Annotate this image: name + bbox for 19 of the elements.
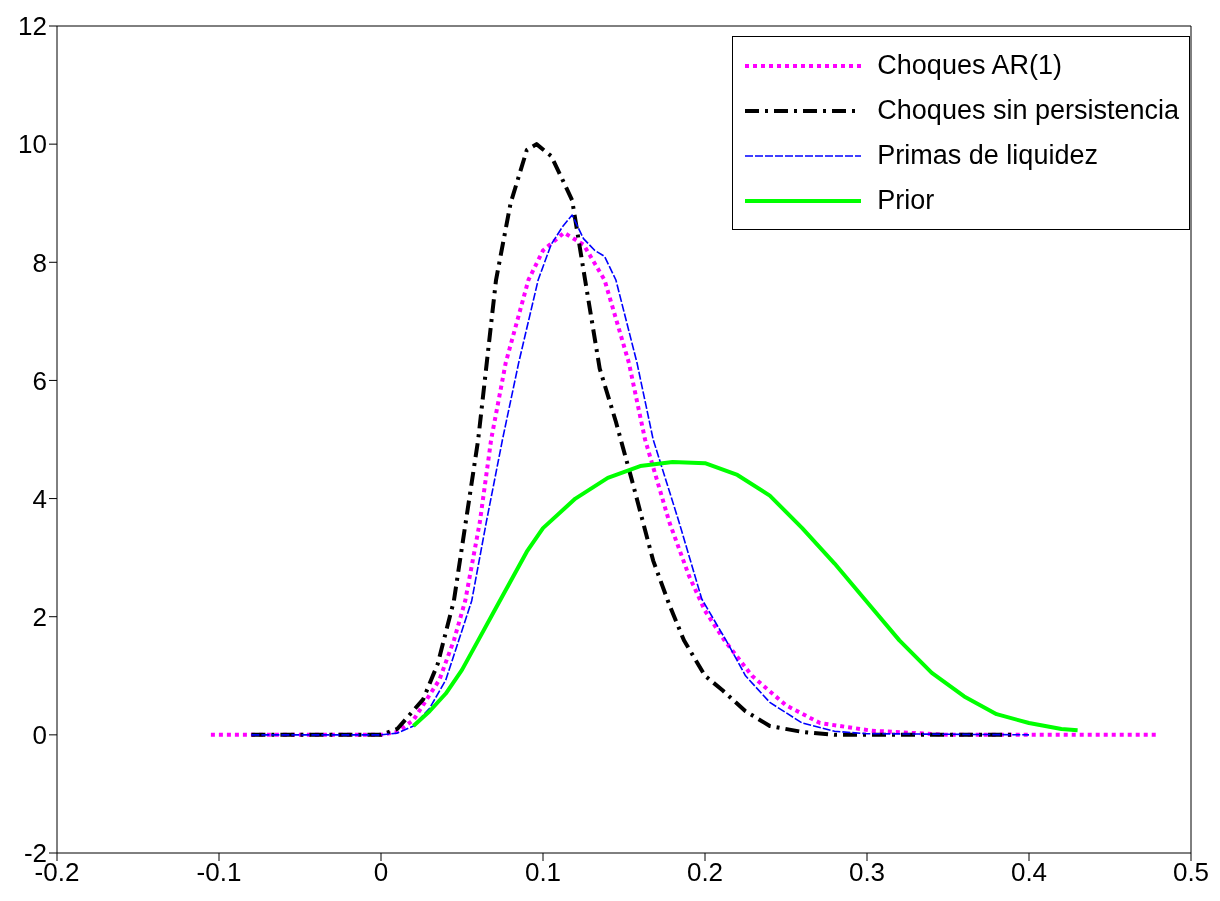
y-tick-label: 0 — [32, 720, 47, 751]
legend-label: Prior — [877, 185, 935, 216]
x-tick-label: 0.4 — [1010, 857, 1048, 888]
line-series — [411, 459, 1080, 733]
x-tick-label: 0.3 — [848, 857, 886, 888]
y-tick-label: 6 — [32, 365, 47, 396]
y-tick-label: 8 — [32, 247, 47, 278]
legend-label: Primas de liquidez — [877, 140, 1098, 171]
legend-label: Choques AR(1) — [877, 50, 1062, 81]
legend-label: Choques sin persistencia — [877, 95, 1179, 126]
y-tick-label: 10 — [18, 129, 47, 160]
y-tick-label: 4 — [32, 483, 47, 514]
y-tick-label: 12 — [18, 11, 47, 42]
y-tick-label: 2 — [32, 601, 47, 632]
x-tick-label: 0 — [373, 857, 389, 888]
x-tick-label: 0.1 — [524, 857, 562, 888]
x-tick-label: 0.5 — [1172, 857, 1210, 888]
x-tick-label: -0.1 — [196, 857, 242, 888]
x-tick-label: 0.2 — [686, 857, 724, 888]
